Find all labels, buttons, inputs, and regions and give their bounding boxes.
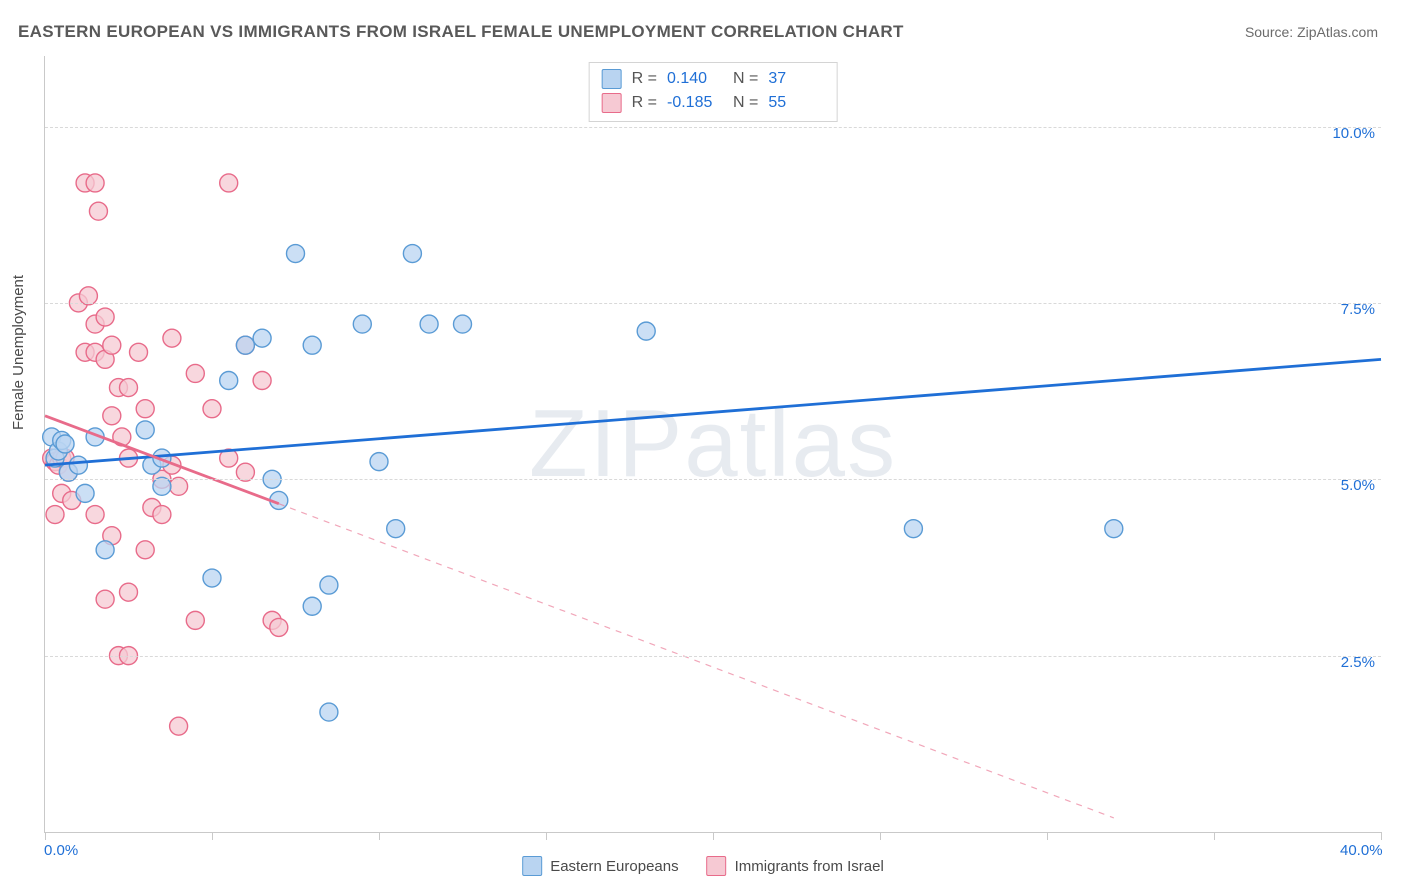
y-tick-label: 10.0% <box>1332 125 1375 142</box>
source-label: Source: ZipAtlas.com <box>1245 24 1378 40</box>
x-tick-label: 40.0% <box>1340 842 1383 859</box>
legend-label: Immigrants from Israel <box>735 858 884 875</box>
x-tick-label: 0.0% <box>44 842 78 859</box>
y-tick-label: 7.5% <box>1341 301 1375 318</box>
legend-label: Eastern Europeans <box>550 858 678 875</box>
legend-item: Immigrants from Israel <box>707 856 884 876</box>
y-tick-label: 2.5% <box>1341 654 1375 671</box>
y-tick-label: 5.0% <box>1341 477 1375 494</box>
chart-title: EASTERN EUROPEAN VS IMMIGRANTS FROM ISRA… <box>18 22 904 42</box>
plot-area: ZIPatlas R = 0.140 N = 37 R = -0.185 N =… <box>44 56 1381 833</box>
y-axis-label: Female Unemployment <box>10 275 27 430</box>
swatch-icon <box>522 856 542 876</box>
bottom-legend: Eastern Europeans Immigrants from Israel <box>522 856 884 876</box>
legend-item: Eastern Europeans <box>522 856 678 876</box>
chart-container: EASTERN EUROPEAN VS IMMIGRANTS FROM ISRA… <box>0 0 1406 892</box>
chart-svg <box>45 56 1381 832</box>
swatch-icon <box>707 856 727 876</box>
